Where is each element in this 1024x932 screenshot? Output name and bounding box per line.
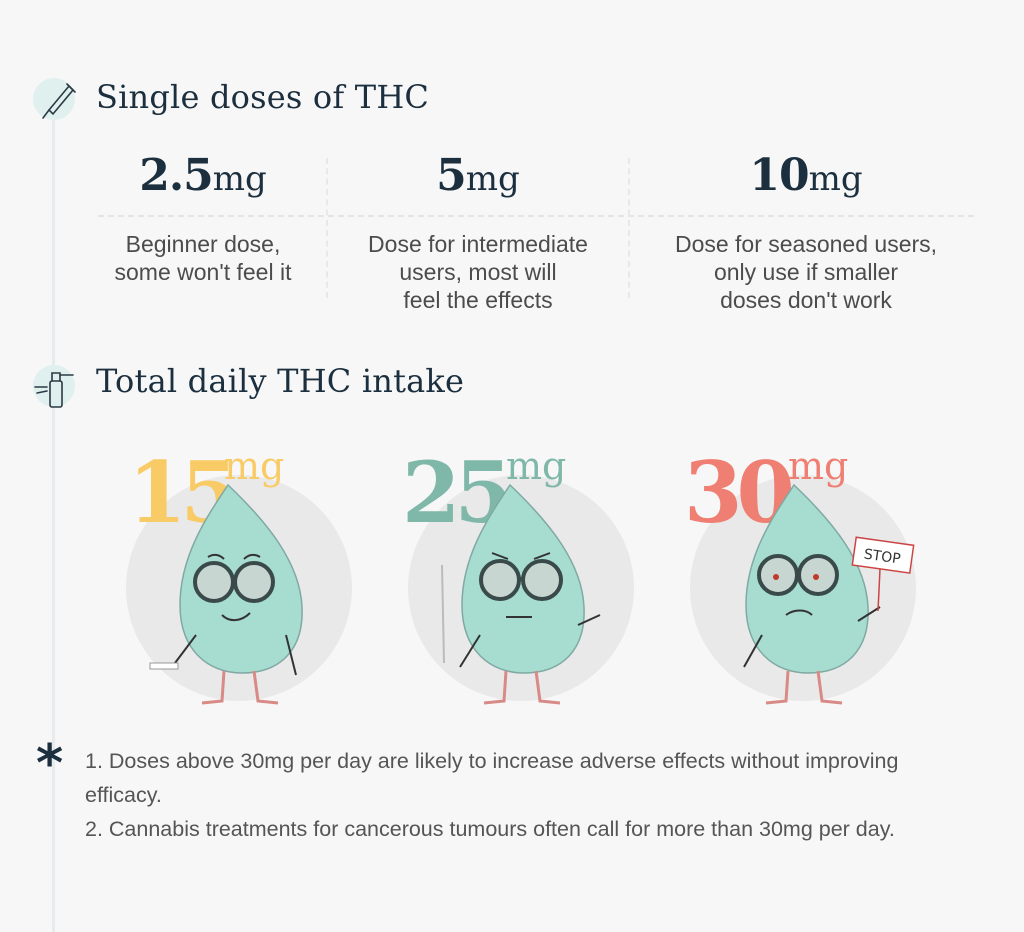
dose-value: 10 <box>749 150 809 201</box>
dose-description-line: feel the effects <box>403 287 553 313</box>
dose-divider-vertical <box>326 158 328 298</box>
dose-divider-horizontal <box>98 215 974 217</box>
section-title-daily-intake: Total daily THC intake <box>96 362 465 400</box>
dose-description-line: users, most will <box>399 259 557 285</box>
section-badge-daily-intake <box>33 365 75 408</box>
leaf-character-illustration <box>441 483 601 705</box>
intake-unit: mg <box>788 444 849 488</box>
asterisk-icon: * <box>36 734 64 794</box>
section-badge-single-doses <box>33 78 76 120</box>
dose-description-line: Beginner dose, <box>125 231 281 257</box>
dose-description-line: only use if smaller <box>713 259 899 285</box>
dose-value: 5 <box>436 150 467 201</box>
daily-intake-card-15: 15 mg <box>118 445 398 735</box>
dose-amount: 2.5mg <box>98 140 308 212</box>
dose-description-line: some won't feel it <box>114 259 292 285</box>
leaf-character-illustration <box>149 483 303 705</box>
footnotes: 1. Doses above 30mg per day are likely t… <box>85 744 915 846</box>
dose-description-line: Dose for seasoned users, <box>674 231 938 257</box>
dose-amount: 10mg <box>648 140 964 212</box>
intake-unit: mg <box>506 444 567 488</box>
spray-bottle-icon <box>34 372 74 408</box>
section-title-single-doses: Single doses of THC <box>96 78 430 116</box>
footnote: 1. Doses above 30mg per day are likely t… <box>85 749 899 807</box>
dose-description: Beginner dose, some won't feel it <box>98 230 308 286</box>
dose-description-line: doses don't work <box>720 287 892 313</box>
stop-sign-label: STOP <box>863 547 902 568</box>
dose-unit: mg <box>212 159 267 199</box>
dose-amount: 5mg <box>340 140 616 212</box>
leaf-character-illustration: STOP <box>743 483 915 705</box>
timeline-line <box>52 96 55 932</box>
dose-column-2: 5mg Dose for intermediate users, most wi… <box>340 140 616 314</box>
dose-description: Dose for seasoned users, only use if sma… <box>648 230 964 314</box>
dose-unit: mg <box>808 159 863 199</box>
dose-column-3: 10mg Dose for seasoned users, only use i… <box>648 140 964 314</box>
intake-unit: mg <box>224 444 285 488</box>
daily-intake-card-25: 25 mg <box>400 445 680 735</box>
dose-value: 2.5 <box>139 150 214 201</box>
dose-column-1: 2.5mg Beginner dose, some won't feel it <box>98 140 308 286</box>
dose-description: Dose for intermediate users, most will f… <box>340 230 616 314</box>
footnote: 2. Cannabis treatments for cancerous tum… <box>85 817 895 841</box>
dose-unit: mg <box>465 159 520 199</box>
dropper-icon <box>42 83 76 119</box>
dose-divider-vertical <box>628 158 630 298</box>
dose-description-line: Dose for intermediate <box>368 231 588 257</box>
daily-intake-card-30: 30 mg STOP <box>682 445 962 735</box>
